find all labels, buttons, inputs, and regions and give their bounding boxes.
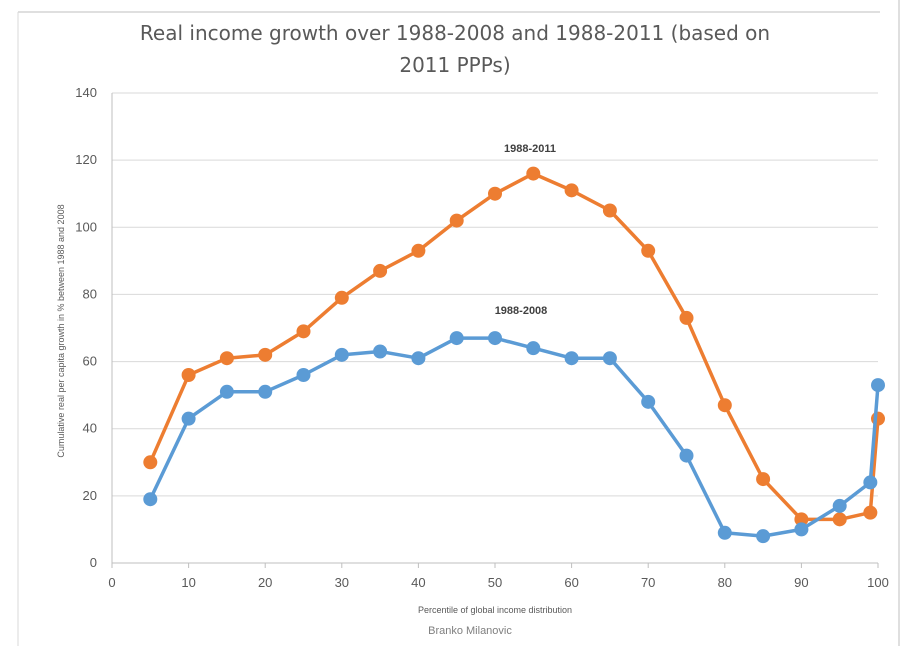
x-tick-label: 40 xyxy=(411,575,425,590)
data-point-1988-2008 xyxy=(411,351,426,366)
x-tick-label: 100 xyxy=(867,575,889,590)
gridlines xyxy=(112,92,878,497)
data-point-1988-2008 xyxy=(488,331,502,346)
y-tick-label: 120 xyxy=(75,152,97,167)
data-point-1988-2011 xyxy=(219,351,234,366)
chart-credit: Branko Milanovic xyxy=(428,625,512,637)
axes xyxy=(111,93,879,568)
data-point-1988-2008 xyxy=(181,411,196,426)
data-point-1988-2008 xyxy=(296,368,311,382)
data-point-1988-2011 xyxy=(334,290,349,305)
data-point-1988-2008 xyxy=(756,529,771,544)
x-tick-label: 0 xyxy=(108,575,115,590)
data-point-1988-2011 xyxy=(756,472,771,487)
x-tick-labels: 0 10 20 30 40 50 60 70 80 90 100 xyxy=(108,575,888,590)
data-point-1988-2008 xyxy=(863,475,878,490)
y-tick-label: 40 xyxy=(83,421,97,436)
x-axis-label: Percentile of global income distribution xyxy=(418,605,572,615)
data-point-1988-2011 xyxy=(143,455,158,470)
x-tick-label: 50 xyxy=(488,575,502,590)
data-point-1988-2011 xyxy=(258,347,273,362)
data-point-1988-2008 xyxy=(564,351,579,366)
x-tick-label: 80 xyxy=(718,575,732,590)
y-tick-label: 20 xyxy=(83,488,97,503)
data-point-1988-2011 xyxy=(602,203,617,218)
data-point-1988-2008 xyxy=(373,344,388,359)
series-line-1988-2008 xyxy=(148,336,880,538)
data-point-1988-2011 xyxy=(679,310,694,325)
data-point-1988-2011 xyxy=(794,512,809,527)
data-point-1988-2011 xyxy=(564,183,579,198)
data-point-1988-2008 xyxy=(143,492,158,507)
data-point-1988-2011 xyxy=(296,324,311,339)
data-point-1988-2011 xyxy=(832,512,847,527)
data-point-1988-2008 xyxy=(679,448,694,463)
data-point-1988-2008 xyxy=(871,378,885,393)
data-point-1988-2011 xyxy=(411,243,426,258)
data-point-1988-2011 xyxy=(871,411,885,426)
data-point-1988-2011 xyxy=(181,368,196,382)
chart-title-line-2: 2011 PPPs) xyxy=(399,53,510,77)
data-point-1988-2008 xyxy=(717,525,732,540)
series-label-1988-2008: 1988-2008 xyxy=(495,305,548,317)
data-point-1988-2008 xyxy=(334,347,349,362)
data-point-1988-2008 xyxy=(526,341,541,356)
data-point-1988-2011 xyxy=(717,398,732,413)
series-label-1988-2011: 1988-2011 xyxy=(504,143,556,155)
series-1988-2011 xyxy=(143,166,885,527)
series-line-1988-2011 xyxy=(148,171,880,522)
x-tick-label: 30 xyxy=(335,575,349,590)
data-point-1988-2011 xyxy=(449,213,464,228)
y-tick-label: 100 xyxy=(75,219,97,234)
y-tick-label: 80 xyxy=(83,286,97,301)
data-point-1988-2008 xyxy=(449,331,464,346)
data-point-1988-2011 xyxy=(488,186,502,201)
x-tick-label: 20 xyxy=(258,575,272,590)
y-axis-label: Cumulative real per capita growth in % b… xyxy=(56,204,66,457)
data-point-1988-2008 xyxy=(258,384,273,399)
x-tick-label: 60 xyxy=(564,575,578,590)
x-tick-label: 90 xyxy=(794,575,808,590)
data-point-1988-2008 xyxy=(219,384,234,399)
series-1988-2008 xyxy=(143,331,885,544)
y-tick-label: 0 xyxy=(90,555,97,570)
y-tick-labels: 0 20 40 60 80 100 120 140 xyxy=(75,85,97,570)
series xyxy=(143,166,885,544)
y-tick-label: 140 xyxy=(75,85,97,100)
chart-title-line-1: Real income growth over 1988-2008 and 19… xyxy=(140,21,770,45)
data-point-1988-2011 xyxy=(863,505,878,520)
data-point-1988-2011 xyxy=(373,263,388,278)
data-point-1988-2011 xyxy=(641,243,656,258)
data-point-1988-2008 xyxy=(794,522,809,537)
x-tick-label: 70 xyxy=(641,575,655,590)
data-point-1988-2011 xyxy=(526,166,541,181)
x-tick-label: 10 xyxy=(181,575,195,590)
data-point-1988-2008 xyxy=(602,351,617,366)
data-point-1988-2008 xyxy=(832,498,847,513)
y-tick-label: 60 xyxy=(83,354,97,369)
data-point-1988-2008 xyxy=(641,394,656,409)
